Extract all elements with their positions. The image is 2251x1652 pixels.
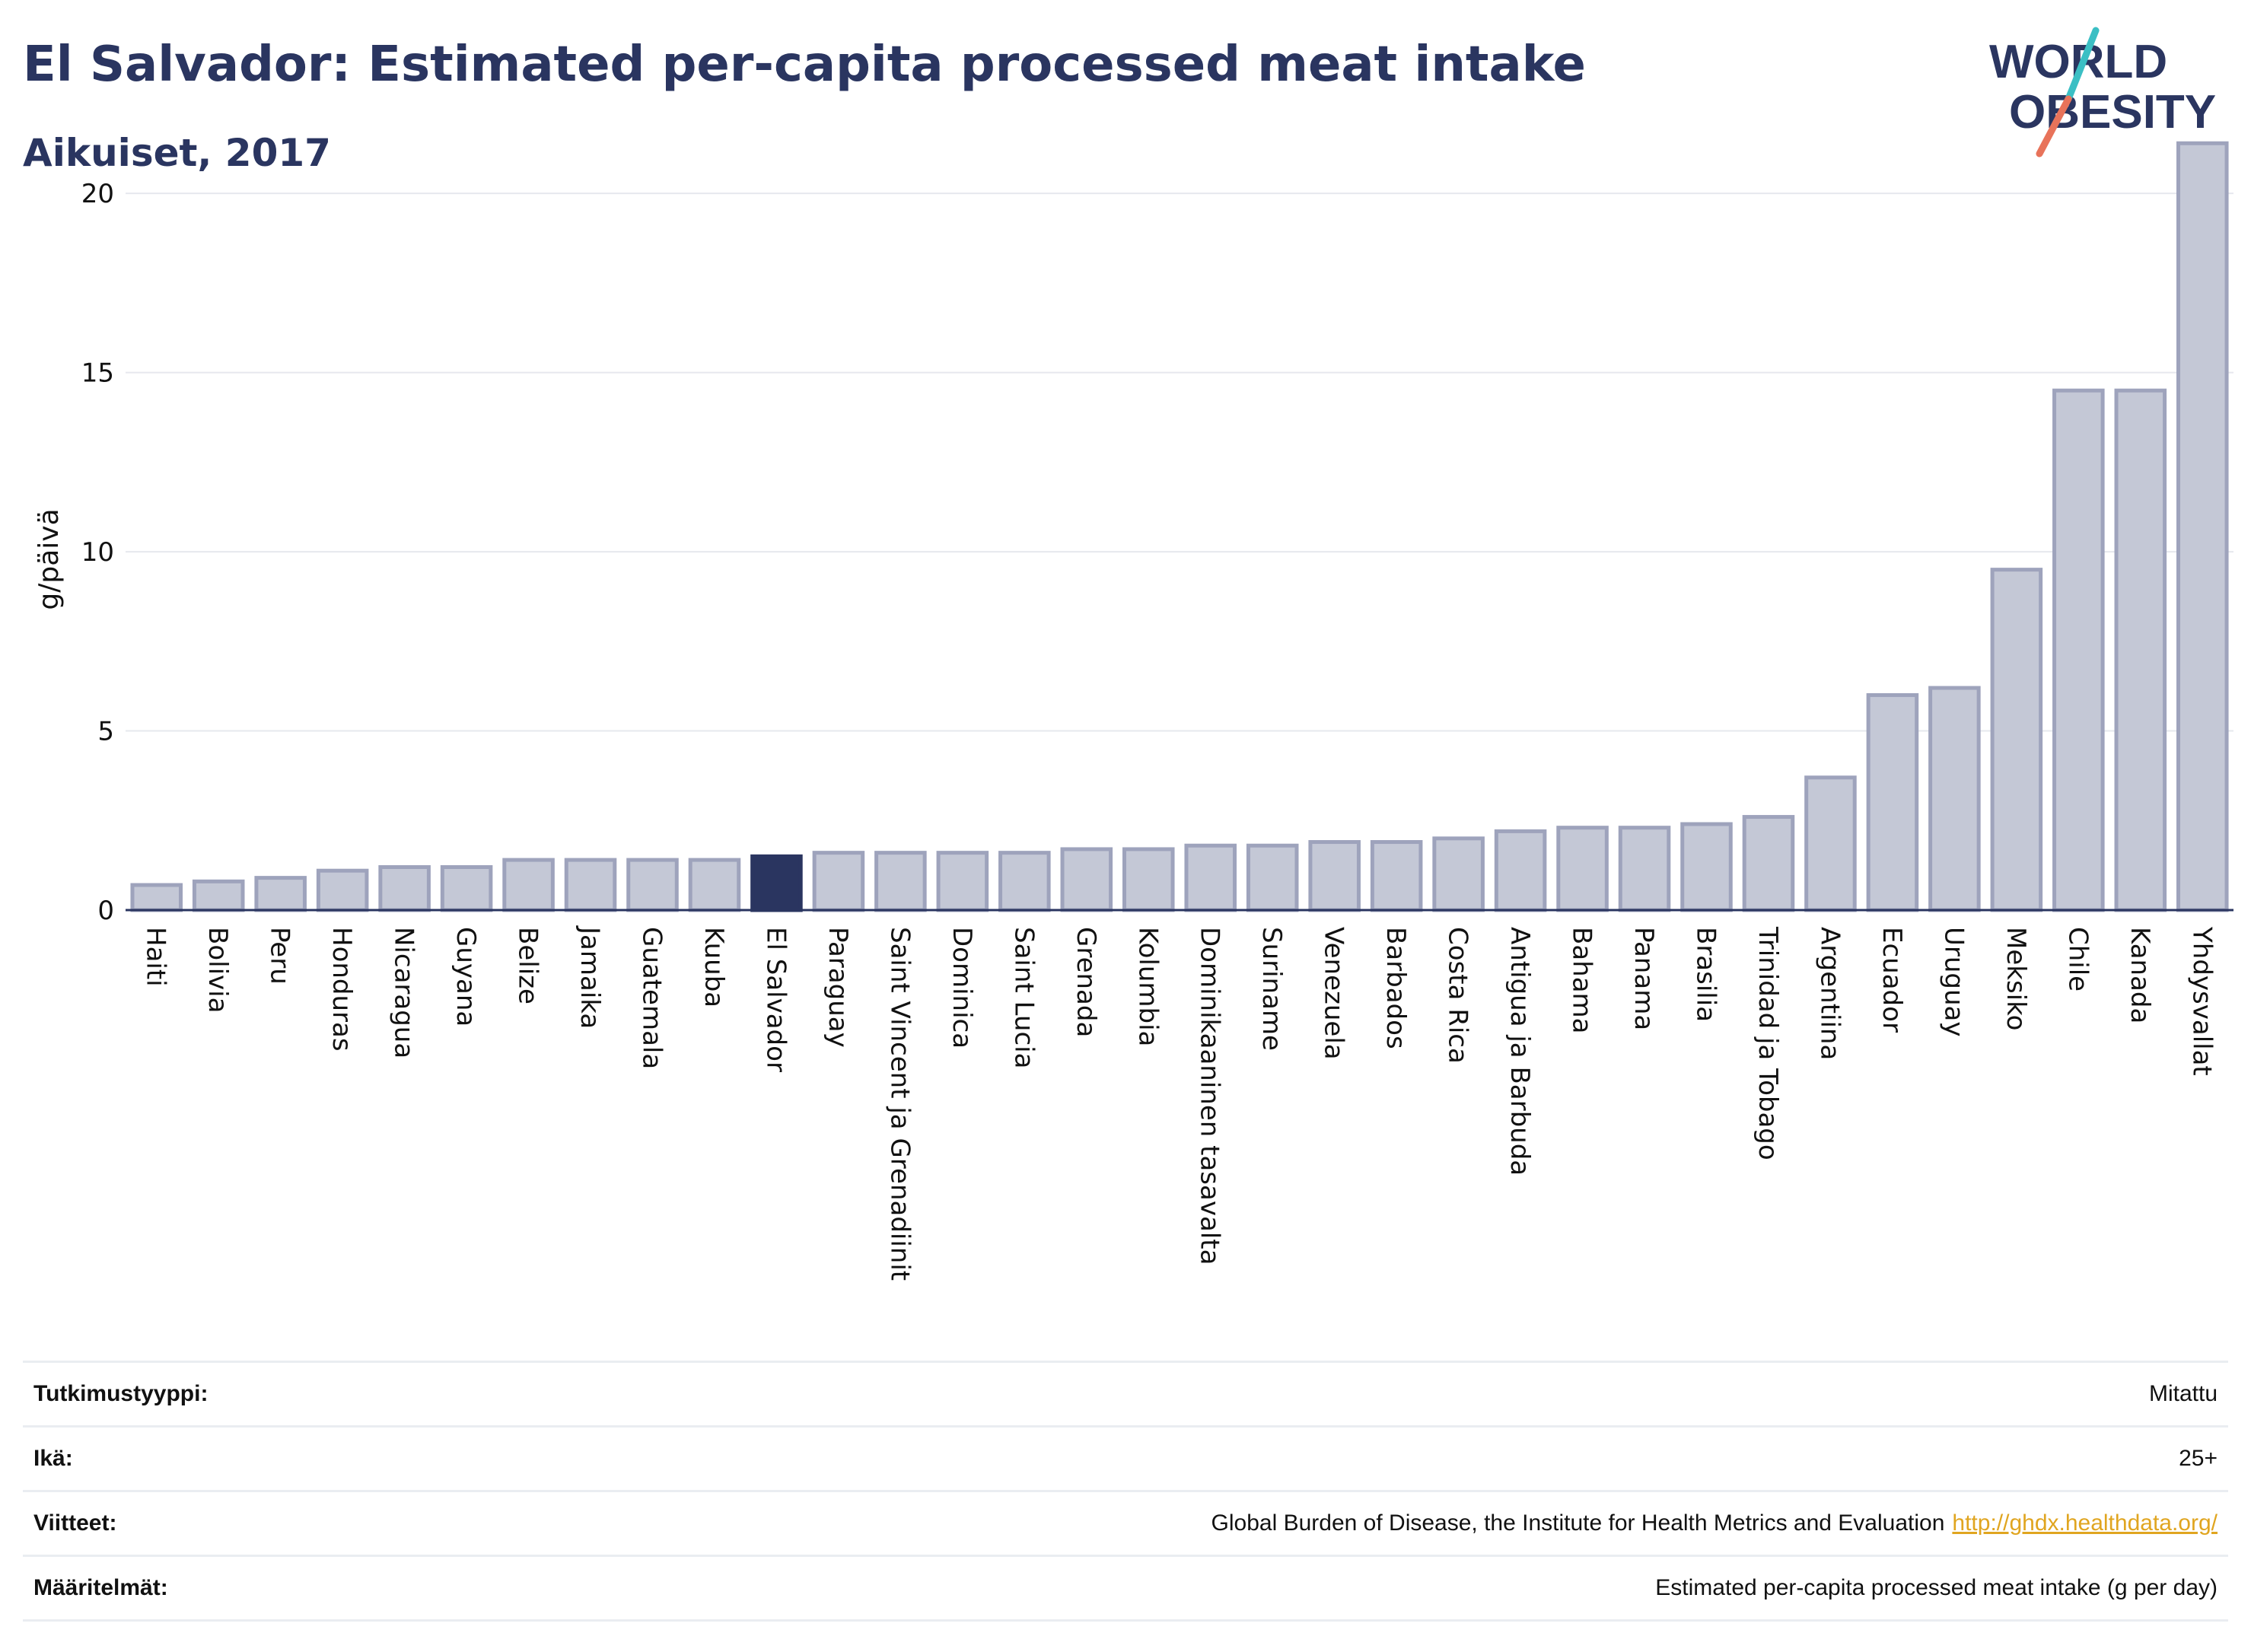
x-tick-label: Yhdysvallat xyxy=(2186,926,2217,1076)
x-tick-label: Paraguay xyxy=(823,927,853,1048)
bar xyxy=(1804,775,1857,912)
bar xyxy=(440,864,493,912)
bar xyxy=(2052,388,2105,912)
x-tick-label: Kolumbia xyxy=(1132,927,1163,1046)
x-tick-label: Antigua ja Barbuda xyxy=(1504,927,1535,1176)
bars xyxy=(130,141,2229,912)
world-obesity-logo: WORLD OBESITY xyxy=(1989,27,2216,158)
bar-chart: 0 5 10 15 20 Haiti Bolivia Peru Honduras Nicarag… xyxy=(33,141,2233,1281)
bar xyxy=(626,858,679,912)
x-tick-label: Venezuela xyxy=(1319,927,1349,1060)
x-tick-label: Saint Lucia xyxy=(1008,927,1039,1068)
y-tick-label: 15 xyxy=(81,358,114,389)
x-tick-label: Barbados xyxy=(1380,927,1411,1049)
x-tick-label: Grenada xyxy=(1071,927,1101,1037)
bar xyxy=(1432,836,1485,912)
logo-slash-coral xyxy=(2036,95,2072,158)
info-row-references: Viitteet: Global Burden of Disease, the … xyxy=(23,1490,2228,1555)
bar xyxy=(1866,692,1919,912)
bar xyxy=(2176,141,2229,912)
x-tick-label: Jamaika xyxy=(575,925,605,1029)
info-label: Määritelmät: xyxy=(33,1575,168,1600)
bar-highlighted xyxy=(750,854,803,912)
x-tick-label: Saint Vincent ja Grenadiinit xyxy=(884,927,915,1281)
y-axis-label: g/päivä xyxy=(33,508,65,610)
bar xyxy=(1742,815,1795,912)
x-tick-label: Chile xyxy=(2062,927,2093,992)
bar xyxy=(1618,826,1671,912)
bar xyxy=(1990,568,2043,912)
bar xyxy=(564,858,617,912)
reference-link[interactable]: http://ghdx.healthdata.org/ xyxy=(1952,1510,2218,1536)
x-tick-label: Dominikaaninen tasavalta xyxy=(1195,927,1225,1265)
bar xyxy=(254,876,307,912)
x-tick-label: Kuuba xyxy=(699,927,729,1007)
x-tick-label: Guatemala xyxy=(637,927,667,1069)
x-tick-label: Haiti xyxy=(141,927,171,987)
x-tick-label: Bahama xyxy=(1567,927,1597,1034)
y-tick-label: 20 xyxy=(81,179,114,209)
bar xyxy=(1370,840,1423,912)
bar xyxy=(1308,840,1361,912)
bar xyxy=(1060,847,1113,912)
x-tick-label: Costa Rica xyxy=(1443,927,1473,1064)
bar xyxy=(1680,822,1733,912)
chart-subtitle: Aikuiset, 2017 xyxy=(23,131,331,175)
x-tick-label: Bolivia xyxy=(202,927,233,1013)
info-label: Viitteet: xyxy=(33,1510,117,1536)
bar xyxy=(1184,843,1237,912)
x-tick-label: Meksiko xyxy=(2001,927,2031,1030)
info-label: Tutkimustyyppi: xyxy=(33,1381,209,1406)
bar xyxy=(378,864,431,912)
x-tick-label: Honduras xyxy=(326,927,357,1052)
chart-title: El Salvador: Estimated per-capita proces… xyxy=(23,37,1586,93)
info-label: Ikä: xyxy=(33,1446,73,1471)
bar xyxy=(936,851,989,912)
bar xyxy=(1246,843,1299,912)
bar xyxy=(192,879,245,912)
x-tick-label: Nicaragua xyxy=(389,927,419,1058)
logo-slash-teal xyxy=(2065,27,2100,103)
x-tick-label: Guyana xyxy=(451,927,481,1027)
bar xyxy=(1556,826,1609,912)
bar xyxy=(1122,847,1175,912)
y-tick-label: 10 xyxy=(81,537,114,568)
info-value: 25+ xyxy=(2179,1446,2218,1471)
x-tick-label: Panama xyxy=(1629,927,1659,1030)
bar xyxy=(1494,829,1547,912)
bar xyxy=(874,851,927,912)
bar xyxy=(812,851,865,912)
x-tick-label: Uruguay xyxy=(1938,927,1969,1037)
x-tick-label: Peru xyxy=(265,927,295,985)
bar xyxy=(316,868,369,912)
bar xyxy=(2114,388,2167,912)
bar xyxy=(998,851,1051,912)
x-axis-tick-labels: Haiti Bolivia Peru Honduras Nicaragua Guyana B… xyxy=(141,925,2218,1281)
info-row-study-type: Tutkimustyyppi: Mitattu xyxy=(23,1361,2228,1425)
x-tick-label: Ecuador xyxy=(1877,927,1907,1033)
logo-text-obesity: OBESITY xyxy=(2009,86,2216,138)
info-row-definitions: Määritelmät: Estimated per-capita proces… xyxy=(23,1555,2228,1622)
x-tick-label: Belize xyxy=(513,927,543,1004)
x-tick-label: Argentiina xyxy=(1814,927,1845,1060)
y-tick-label: 0 xyxy=(97,896,114,926)
gridlines xyxy=(126,193,2233,732)
x-tick-label: Trinidad ja Tobago xyxy=(1753,926,1783,1160)
info-value: Estimated per-capita processed meat inta… xyxy=(1655,1575,2218,1600)
x-tick-label: Kanada xyxy=(2125,927,2155,1023)
bar xyxy=(502,858,555,912)
bar xyxy=(1928,686,1981,912)
bar xyxy=(130,883,183,912)
x-tick-label: Dominica xyxy=(947,927,977,1049)
info-value: Mitattu xyxy=(2148,1381,2218,1406)
info-row-age: Ikä: 25+ xyxy=(23,1425,2228,1490)
x-tick-label: El Salvador xyxy=(760,927,791,1072)
bar xyxy=(688,858,741,912)
y-axis-tick-labels: 0 5 10 15 20 xyxy=(81,179,114,926)
x-tick-label: Suriname xyxy=(1256,927,1287,1051)
y-tick-label: 5 xyxy=(97,717,114,747)
x-tick-label: Brasilia xyxy=(1691,927,1721,1022)
info-table: Tutkimustyyppi: Mitattu Ikä: 25+ Viittee… xyxy=(23,1361,2228,1622)
info-value: Global Burden of Disease, the Institute … xyxy=(1211,1510,2218,1536)
